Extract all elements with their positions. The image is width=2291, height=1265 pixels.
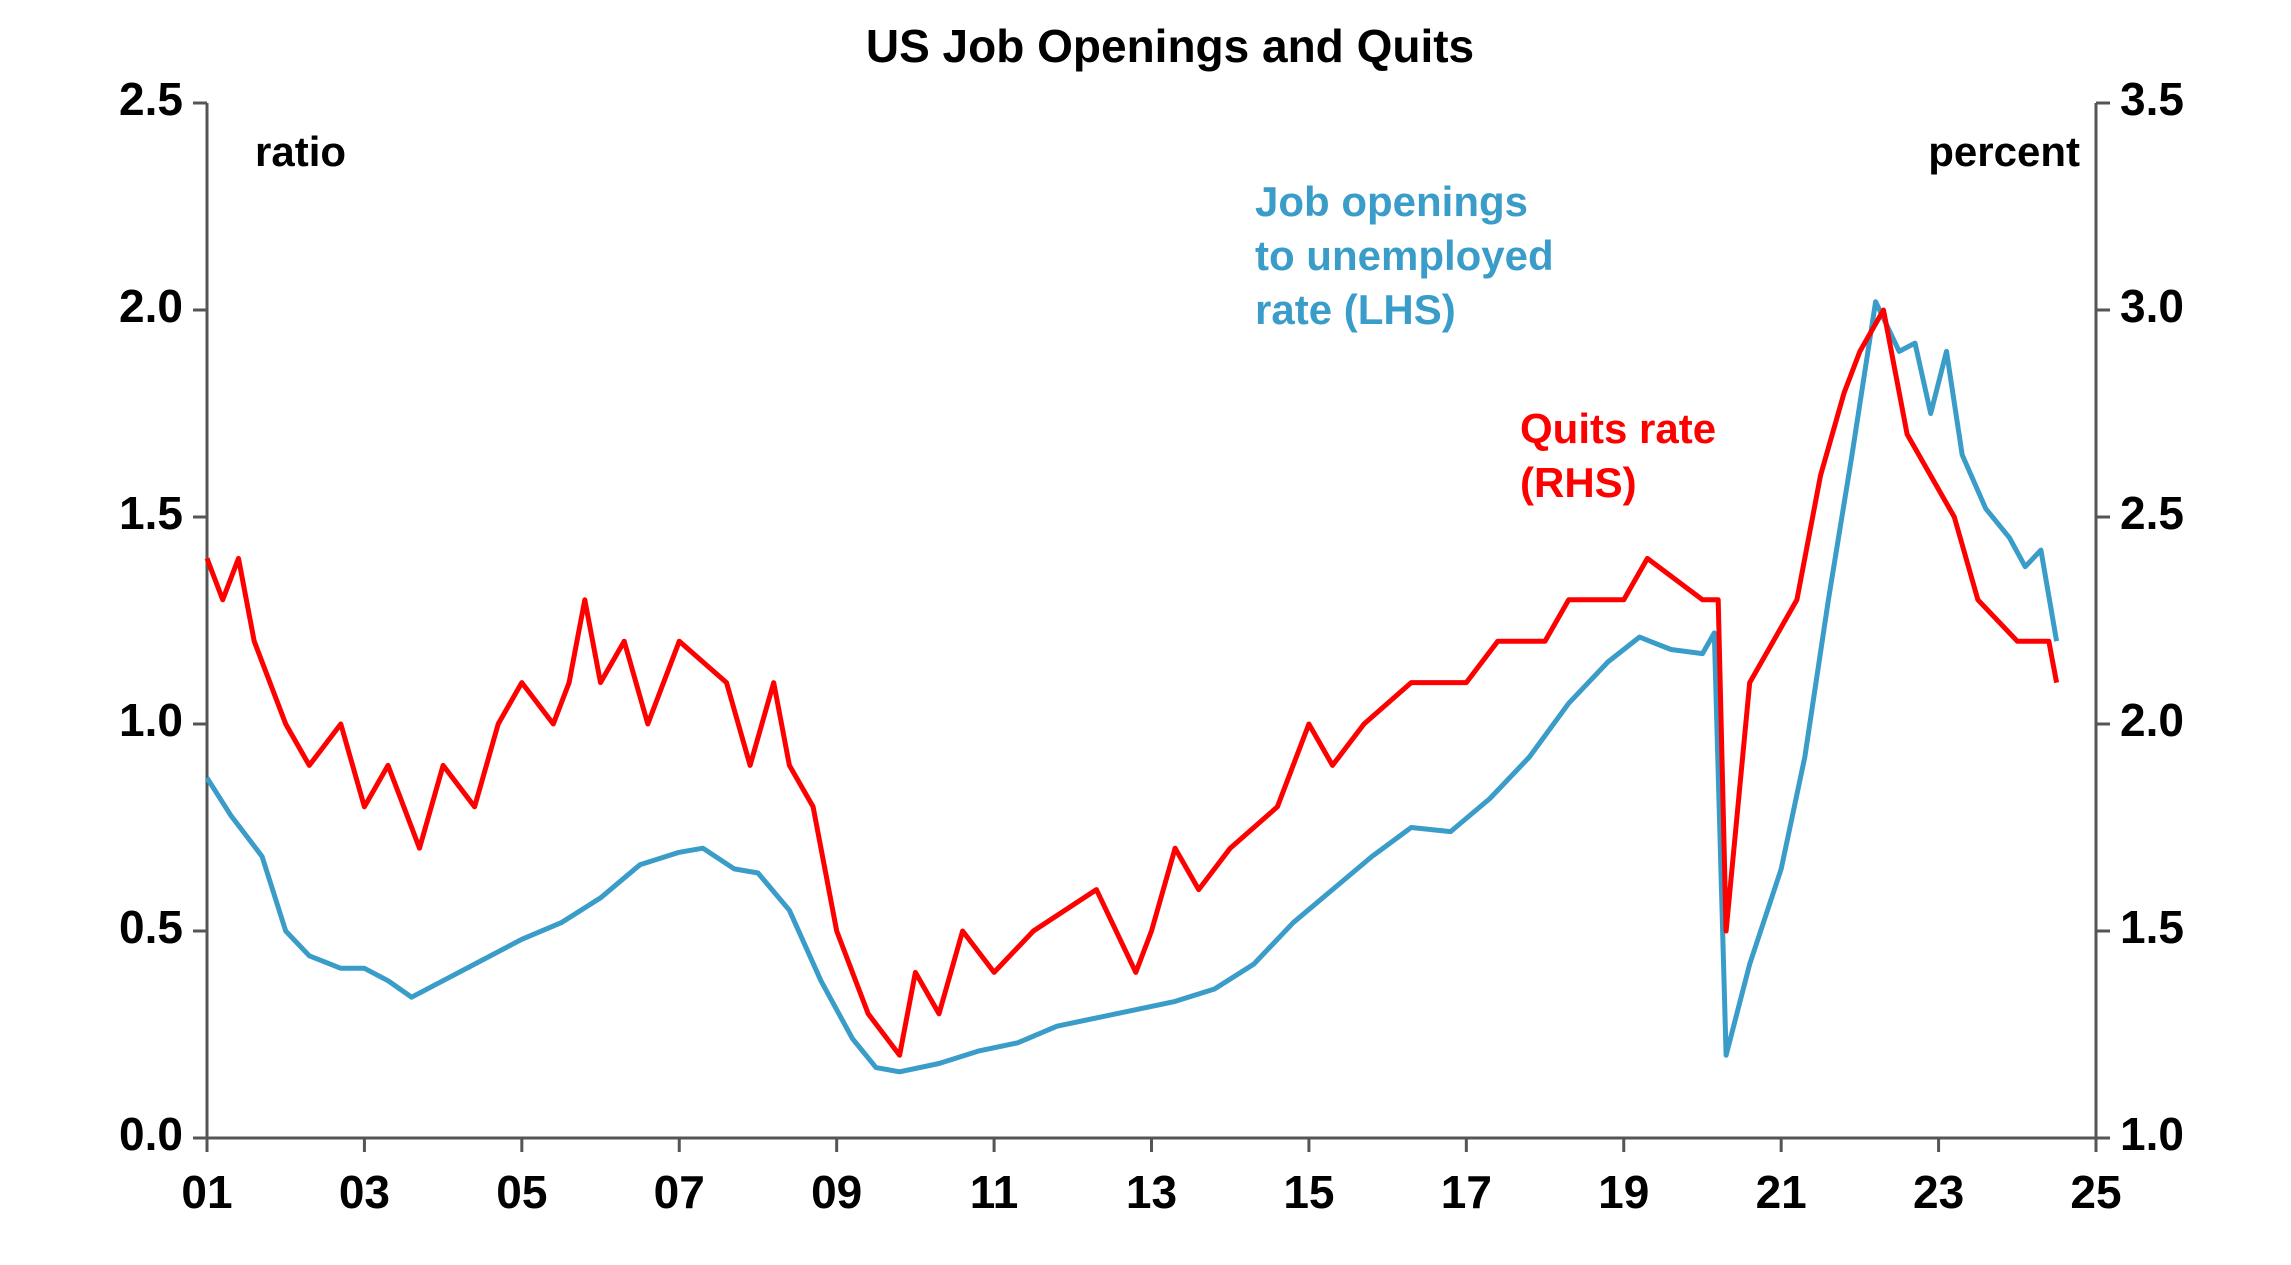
chart-title: US Job Openings and Quits xyxy=(866,20,1474,72)
y-tick-label: 2.5 xyxy=(119,73,183,125)
y2-tick-label: 1.5 xyxy=(2120,901,2184,953)
y2-unit-label: percent xyxy=(1928,128,2080,175)
y-tick-label: 1.0 xyxy=(119,694,183,746)
series-label: rate (LHS) xyxy=(1255,286,1456,333)
series-label: Job openings xyxy=(1255,178,1528,225)
series-label: Quits rate xyxy=(1520,405,1716,452)
x-tick-label: 09 xyxy=(811,1166,862,1218)
y2-tick-label: 1.0 xyxy=(2120,1108,2184,1160)
y-tick-label: 0.0 xyxy=(119,1108,183,1160)
x-tick-label: 15 xyxy=(1283,1166,1334,1218)
y-tick-label: 0.5 xyxy=(119,901,183,953)
series-line xyxy=(204,307,2060,1058)
x-tick-label: 01 xyxy=(181,1166,232,1218)
y-unit-label: ratio xyxy=(255,128,346,175)
x-tick-label: 23 xyxy=(1913,1166,1964,1218)
series-label: to unemployed xyxy=(1255,232,1554,279)
x-tick-label: 03 xyxy=(339,1166,390,1218)
x-tick-label: 17 xyxy=(1441,1166,1492,1218)
x-tick-label: 05 xyxy=(496,1166,547,1218)
y2-tick-label: 2.0 xyxy=(2120,694,2184,746)
x-tick-label: 21 xyxy=(1756,1166,1807,1218)
x-tick-label: 07 xyxy=(654,1166,705,1218)
x-tick-label: 25 xyxy=(2070,1166,2121,1218)
y2-tick-label: 3.0 xyxy=(2120,280,2184,332)
series-line xyxy=(204,299,2060,1075)
x-tick-label: 13 xyxy=(1126,1166,1177,1218)
y2-tick-label: 2.5 xyxy=(2120,487,2184,539)
series-label: (RHS) xyxy=(1520,459,1637,506)
y2-tick-label: 3.5 xyxy=(2120,73,2184,125)
x-tick-label: 11 xyxy=(970,1166,1019,1218)
y-tick-label: 2.0 xyxy=(119,280,183,332)
y-tick-label: 1.5 xyxy=(119,487,183,539)
x-tick-label: 19 xyxy=(1598,1166,1649,1218)
